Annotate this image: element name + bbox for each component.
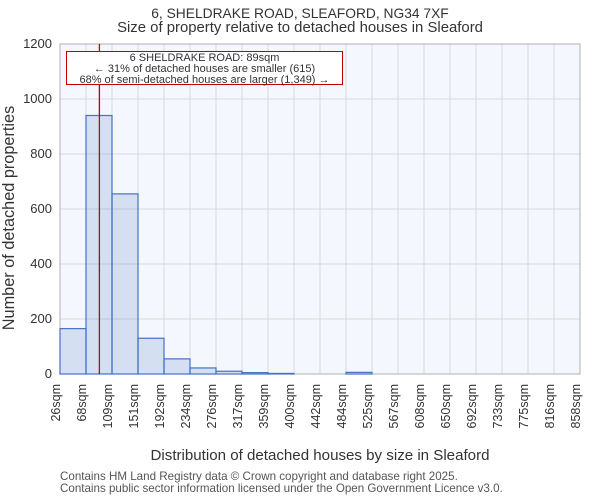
svg-text:1000: 1000	[23, 91, 52, 106]
svg-text:650sqm: 650sqm	[439, 384, 453, 428]
svg-text:608sqm: 608sqm	[413, 384, 427, 428]
svg-text:26sqm: 26sqm	[49, 384, 63, 422]
svg-text:Number of detached properties: Number of detached properties	[0, 106, 18, 330]
svg-text:816sqm: 816sqm	[543, 384, 557, 428]
svg-text:1200: 1200	[23, 36, 52, 51]
svg-text:858sqm: 858sqm	[569, 384, 583, 428]
svg-text:68sqm: 68sqm	[75, 384, 89, 422]
svg-text:Distribution of detached house: Distribution of detached houses by size …	[151, 447, 490, 464]
svg-text:0: 0	[45, 366, 52, 381]
svg-text:317sqm: 317sqm	[231, 384, 245, 428]
svg-text:442sqm: 442sqm	[309, 384, 323, 428]
svg-text:200: 200	[30, 311, 52, 326]
svg-text:400: 400	[30, 256, 52, 271]
svg-text:775sqm: 775sqm	[517, 384, 531, 428]
svg-text:400sqm: 400sqm	[283, 384, 297, 428]
svg-text:484sqm: 484sqm	[335, 384, 349, 428]
svg-text:276sqm: 276sqm	[205, 384, 219, 428]
svg-text:359sqm: 359sqm	[257, 384, 271, 428]
svg-text:109sqm: 109sqm	[101, 384, 115, 428]
svg-text:151sqm: 151sqm	[127, 384, 141, 428]
svg-text:800: 800	[30, 146, 52, 161]
svg-text:525sqm: 525sqm	[361, 384, 375, 428]
svg-text:733sqm: 733sqm	[491, 384, 505, 428]
svg-text:192sqm: 192sqm	[153, 384, 167, 428]
svg-text:234sqm: 234sqm	[179, 384, 193, 428]
svg-text:567sqm: 567sqm	[387, 384, 401, 428]
svg-text:600: 600	[30, 201, 52, 216]
svg-text:692sqm: 692sqm	[465, 384, 479, 428]
